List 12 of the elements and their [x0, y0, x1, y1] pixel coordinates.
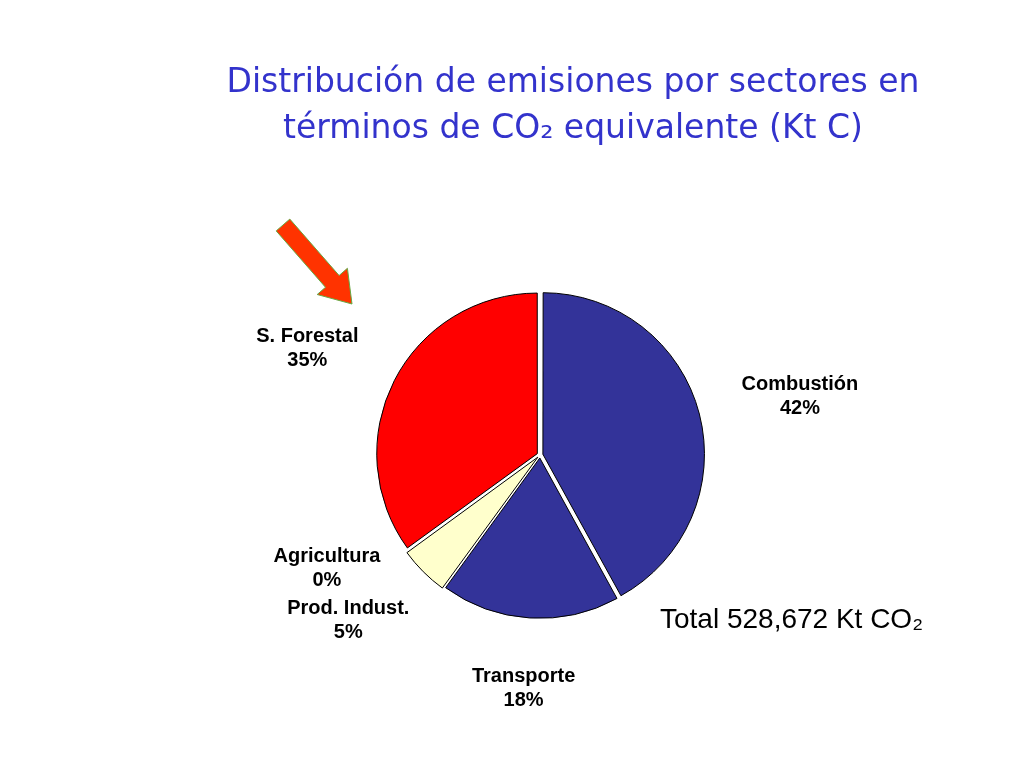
- slice-label: S. Forestal: [256, 324, 359, 347]
- slice-label: Transporte: [471, 664, 576, 687]
- text: Total 528,672 Kt CO₂: [660, 603, 924, 635]
- data-label: 42%: [779, 396, 821, 419]
- text: 0%: [312, 567, 342, 590]
- data-label: 18%: [503, 688, 544, 711]
- chart-title: Distribución de emisiones por sectores en términos de CO₂ equivalente (Kt C): [225, 60, 921, 148]
- data-label: 35%: [287, 348, 328, 371]
- data-label: 5%: [333, 619, 363, 642]
- slice-label: Combustión: [741, 372, 859, 395]
- slice-label: Prod. Indust.: [287, 595, 410, 618]
- category-label: Agricultura: [273, 543, 381, 566]
